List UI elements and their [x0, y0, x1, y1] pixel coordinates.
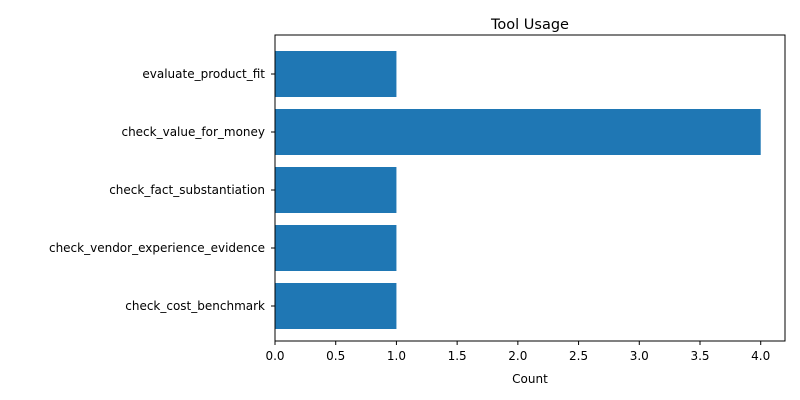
- x-tick-label: 3.5: [690, 349, 709, 363]
- bar-check-fact-substantiation: [275, 167, 397, 213]
- bar-evaluate-product-fit: [275, 51, 397, 97]
- x-tick-label: 2.5: [569, 349, 588, 363]
- x-tick-label: 0.0: [265, 349, 284, 363]
- y-ticks-group: evaluate_product_fit check_value_for_mone…: [49, 67, 275, 313]
- x-tick-label: 4.0: [751, 349, 770, 363]
- chart-title: Tool Usage: [490, 17, 569, 33]
- y-tick-label: check_vendor_experience_evidence: [49, 241, 265, 255]
- x-tick-label: 3.0: [630, 349, 649, 363]
- x-tick-label: 0.5: [326, 349, 345, 363]
- bar-check-cost-benchmark: [275, 283, 397, 329]
- x-tick-label: 1.5: [448, 349, 467, 363]
- bars-group: [275, 51, 761, 329]
- x-tick-label: 1.0: [387, 349, 406, 363]
- bar-check-value-for-money: [275, 109, 761, 155]
- bar-check-vendor-experience-evidence: [275, 225, 397, 271]
- x-tick-label: 2.0: [508, 349, 527, 363]
- y-tick-label: check_cost_benchmark: [125, 299, 265, 313]
- y-tick-label: evaluate_product_fit: [142, 67, 265, 81]
- plot-frame: [274, 34, 786, 342]
- y-tick-label: check_value_for_money: [121, 125, 265, 139]
- x-ticks-group: 0.0 0.5 1.0 1.5 2.0 2.5 3.0 3.5 4.0: [265, 341, 770, 363]
- x-axis-label: Count: [512, 372, 548, 386]
- y-tick-label: check_fact_substantiation: [109, 183, 265, 197]
